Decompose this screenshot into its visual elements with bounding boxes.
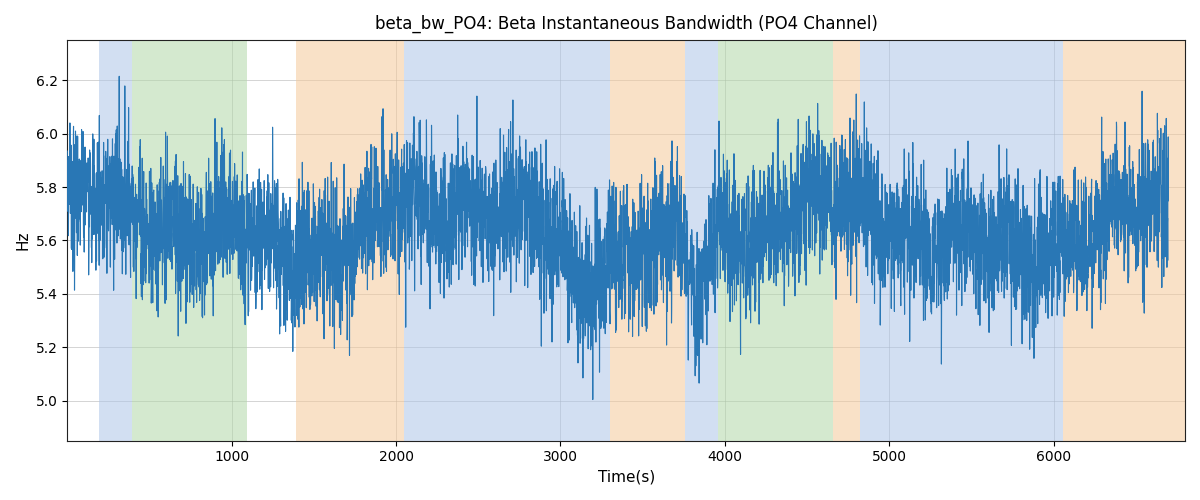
Bar — [610, 40, 685, 440]
Bar — [295, 40, 404, 440]
Bar — [1063, 40, 1184, 440]
Bar — [685, 40, 718, 440]
X-axis label: Time(s): Time(s) — [598, 470, 655, 485]
Bar — [718, 40, 833, 440]
Y-axis label: Hz: Hz — [16, 230, 30, 250]
Bar — [833, 40, 859, 440]
Bar — [404, 40, 610, 440]
Bar — [859, 40, 1063, 440]
Title: beta_bw_PO4: Beta Instantaneous Bandwidth (PO4 Channel): beta_bw_PO4: Beta Instantaneous Bandwidt… — [374, 15, 877, 34]
Bar — [100, 40, 132, 440]
Bar — [132, 40, 247, 440]
